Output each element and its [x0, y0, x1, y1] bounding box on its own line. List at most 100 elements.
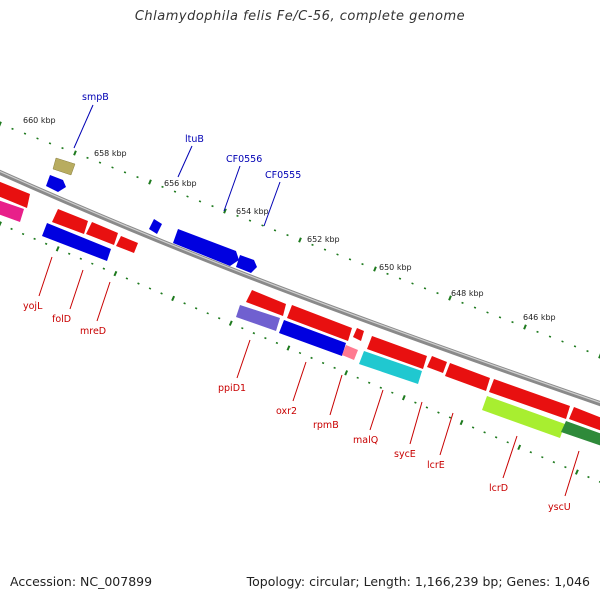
minor-scale-tick	[386, 272, 389, 275]
gene-label-folD[interactable]: folD	[52, 314, 71, 325]
gene-arrow-mreD[interactable]	[116, 236, 138, 253]
major-scale-tick	[113, 270, 118, 277]
gene-arrow-smpB[interactable]	[46, 175, 66, 192]
minor-scale-tick	[336, 253, 339, 256]
gene-label-sycE[interactable]: sycE	[394, 449, 416, 460]
gene-arrow-left-edge[interactable]	[0, 181, 30, 208]
minor-scale-tick	[587, 475, 590, 479]
minor-scale-tick	[473, 306, 477, 309]
minor-scale-tick	[471, 426, 475, 429]
minor-scale-tick	[361, 263, 364, 266]
minor-scale-tick	[198, 200, 202, 203]
gene-arrow-yscU[interactable]	[569, 407, 600, 431]
minor-scale-tick	[67, 252, 71, 255]
minor-scale-tick	[398, 277, 402, 280]
gene-arrow-rpmB[interactable]	[353, 328, 364, 341]
gene-arrow-CF0555[interactable]	[236, 255, 257, 273]
gene-label-CF0555[interactable]: CF0555	[265, 170, 301, 181]
scale-tick-label: 654 kbp	[236, 207, 269, 216]
minor-scale-tick	[536, 330, 539, 333]
minor-scale-tick	[483, 431, 486, 434]
forward-strand-genes	[46, 157, 257, 273]
minor-scale-tick	[486, 311, 489, 314]
gene-arrow-folD[interactable]	[42, 223, 111, 261]
gene-arrow-malQ[interactable]	[359, 351, 422, 384]
gene-arrow-sycE[interactable]	[427, 356, 447, 373]
minor-scale-tick	[217, 317, 221, 320]
minor-scale-tick	[286, 234, 289, 237]
map-title: Chlamydophila felis Fe/C-56, complete ge…	[134, 9, 466, 24]
gene-label-CF0556[interactable]: CF0556	[226, 154, 262, 165]
gene-arrow-yojL[interactable]	[52, 209, 88, 234]
footer-summary: Topology: circular; Length: 1,166,239 bp…	[246, 574, 590, 589]
gene-arrow-lcrD[interactable]	[482, 396, 565, 438]
gene-arrow-oxr2[interactable]	[279, 320, 346, 356]
gene-label-mreD[interactable]: mreD	[80, 326, 106, 337]
gene-arrow-lcrE[interactable]	[445, 363, 490, 391]
minor-scale-tick	[541, 456, 544, 459]
scale-tick-label: 650 kbp	[379, 263, 412, 272]
gene-label-yojL[interactable]: yojL	[23, 301, 43, 312]
minor-scale-tick	[348, 258, 352, 261]
gene-arrow-ppiD1[interactable]	[246, 290, 286, 316]
gene-arrow-ltuB[interactable]	[149, 219, 162, 234]
outer-scale-ticks	[0, 121, 600, 359]
minor-scale-tick	[264, 337, 267, 340]
gene-label-yscU[interactable]: yscU	[548, 502, 571, 513]
gene-arrow-yscU[interactable]	[561, 421, 600, 446]
gene-label-lcrD[interactable]: lcrD	[489, 483, 508, 494]
minor-scale-tick	[436, 292, 439, 295]
gene-label-lcrE[interactable]: lcrE	[427, 460, 445, 471]
minor-scale-tick	[248, 219, 252, 222]
gene-label-smpB[interactable]: smpB	[82, 92, 109, 103]
minor-scale-tick	[275, 341, 279, 345]
minor-scale-tick	[137, 282, 140, 285]
minor-scale-tick	[86, 156, 89, 159]
minor-scale-tick	[161, 185, 164, 188]
minor-scale-tick	[241, 327, 244, 330]
scale-tick-label: 658 kbp	[94, 149, 127, 158]
minor-scale-tick	[206, 312, 209, 315]
minor-scale-tick	[414, 401, 417, 404]
gene-arrow-oxr2[interactable]	[287, 305, 352, 341]
scale-tick-label: 646 kbp	[523, 313, 556, 322]
minor-scale-tick	[252, 331, 256, 335]
major-scale-tick	[223, 208, 227, 214]
minor-scale-tick	[91, 262, 94, 265]
major-scale-tick	[598, 353, 600, 359]
major-scale-tick	[523, 324, 527, 330]
gene-label-oxr2[interactable]: oxr2	[276, 406, 297, 417]
major-scale-tick	[574, 469, 579, 475]
gene-arrow-ppiD1[interactable]	[236, 305, 280, 331]
minor-scale-tick	[21, 232, 25, 236]
gene-arrow-mreD[interactable]	[86, 222, 118, 245]
minor-scale-tick	[11, 127, 14, 130]
minor-scale-tick	[461, 301, 464, 304]
gene-arrow-left-edge[interactable]	[0, 200, 24, 222]
minor-scale-tick	[529, 451, 533, 454]
minor-scale-tick	[111, 166, 114, 169]
gene-label-rpmB[interactable]: rpmB	[313, 420, 339, 431]
minor-scale-tick	[586, 350, 589, 353]
gene-arrow-CF0556[interactable]	[173, 229, 239, 266]
gene-arrow-lcrD[interactable]	[489, 379, 570, 419]
gene-label-ppiD1[interactable]: ppiD1	[218, 383, 246, 394]
genome-backbone	[0, 169, 600, 407]
gene-arrow-rpmB[interactable]	[342, 345, 358, 360]
minor-scale-tick	[98, 161, 102, 164]
minor-scale-tick	[123, 171, 127, 174]
major-scale-tick	[55, 246, 60, 252]
footer-accession: Accession: NC_007899	[10, 574, 153, 589]
gene-arrow-malQ[interactable]	[367, 336, 427, 369]
major-scale-tick	[228, 320, 233, 326]
gene-label-malQ[interactable]: malQ	[353, 435, 378, 446]
reverse-strand-genes	[0, 181, 600, 446]
minor-scale-tick	[298, 351, 302, 355]
minor-scale-tick	[33, 237, 36, 240]
gene-arrow-smpB[interactable]	[52, 157, 76, 176]
minor-scale-tick	[548, 335, 552, 338]
minor-scale-tick	[552, 460, 556, 464]
major-scale-tick	[0, 121, 2, 127]
minor-scale-tick	[273, 229, 277, 232]
gene-label-ltuB[interactable]: ltuB	[185, 134, 204, 145]
